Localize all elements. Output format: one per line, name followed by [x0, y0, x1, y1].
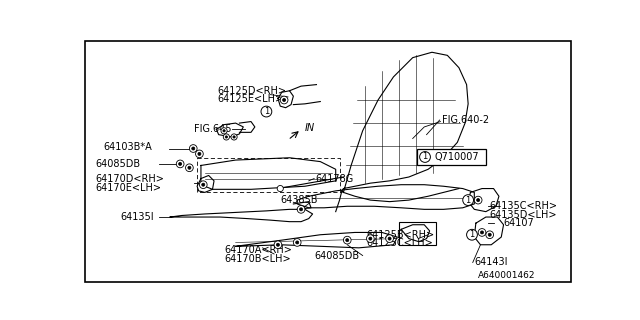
- Circle shape: [293, 239, 301, 246]
- Circle shape: [367, 235, 374, 243]
- FancyBboxPatch shape: [417, 148, 486, 165]
- Circle shape: [296, 241, 299, 244]
- Text: 64385B: 64385B: [280, 195, 317, 205]
- Text: 64125E<LH>: 64125E<LH>: [217, 94, 284, 104]
- Text: 64125B<RH>: 64125B<RH>: [367, 230, 435, 240]
- Text: 64135C<RH>: 64135C<RH>: [490, 201, 557, 211]
- Circle shape: [196, 150, 204, 158]
- Circle shape: [200, 181, 207, 188]
- Text: FIG.645: FIG.645: [195, 124, 232, 134]
- Circle shape: [221, 128, 227, 134]
- Circle shape: [198, 152, 201, 156]
- Text: FIG.640-2: FIG.640-2: [442, 115, 489, 125]
- Text: IN: IN: [305, 124, 315, 133]
- Circle shape: [369, 237, 372, 240]
- Circle shape: [277, 186, 284, 192]
- Text: 1: 1: [422, 153, 428, 162]
- Circle shape: [280, 96, 288, 104]
- Circle shape: [346, 239, 349, 242]
- Circle shape: [276, 243, 280, 246]
- Text: 64178G: 64178G: [315, 173, 353, 184]
- Circle shape: [474, 196, 482, 204]
- Text: 64170B<LH>: 64170B<LH>: [224, 254, 291, 264]
- Text: Q710007: Q710007: [435, 152, 479, 162]
- Text: 64170D<RH>: 64170D<RH>: [95, 174, 164, 184]
- Circle shape: [488, 233, 492, 236]
- Circle shape: [189, 145, 197, 152]
- Circle shape: [192, 147, 195, 150]
- Circle shape: [344, 236, 351, 244]
- Circle shape: [233, 136, 236, 138]
- Circle shape: [420, 152, 431, 162]
- Text: 64135I: 64135I: [120, 212, 154, 222]
- Text: 64170E<LH>: 64170E<LH>: [95, 183, 161, 193]
- Bar: [399, 222, 436, 245]
- Circle shape: [297, 205, 305, 213]
- Text: 64170A<RH>: 64170A<RH>: [224, 245, 292, 255]
- Text: 64085DB: 64085DB: [314, 251, 359, 260]
- Circle shape: [388, 237, 391, 240]
- Circle shape: [486, 231, 493, 239]
- Text: 64125D<RH>: 64125D<RH>: [217, 86, 286, 96]
- Circle shape: [463, 195, 474, 205]
- Text: 1: 1: [469, 230, 475, 239]
- Text: 64107: 64107: [504, 218, 534, 228]
- Text: 64103B*A: 64103B*A: [103, 142, 152, 152]
- Circle shape: [300, 208, 303, 211]
- Text: 64085DB: 64085DB: [95, 159, 141, 169]
- Circle shape: [179, 162, 182, 165]
- Circle shape: [481, 231, 484, 234]
- Text: A640001462: A640001462: [479, 271, 536, 280]
- Circle shape: [467, 229, 477, 240]
- Text: 1: 1: [465, 196, 471, 204]
- Circle shape: [188, 166, 191, 169]
- Text: 1: 1: [264, 107, 269, 116]
- Circle shape: [478, 228, 486, 236]
- Circle shape: [176, 160, 184, 168]
- Text: 64143I: 64143I: [474, 258, 508, 268]
- Circle shape: [225, 136, 227, 138]
- Circle shape: [231, 134, 237, 140]
- Circle shape: [386, 235, 394, 243]
- Circle shape: [477, 198, 480, 202]
- Circle shape: [283, 99, 285, 101]
- Circle shape: [223, 130, 225, 132]
- Circle shape: [186, 164, 193, 172]
- Circle shape: [202, 183, 205, 186]
- Text: 64135D<LH>: 64135D<LH>: [490, 210, 557, 220]
- Circle shape: [223, 134, 230, 140]
- Text: 64125C<LH>: 64125C<LH>: [367, 238, 433, 248]
- Circle shape: [274, 241, 282, 249]
- Circle shape: [261, 106, 272, 117]
